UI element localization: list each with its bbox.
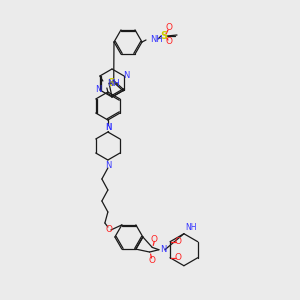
Text: N: N [105, 122, 111, 131]
Text: N: N [95, 85, 101, 94]
Text: N: N [160, 245, 166, 254]
Text: O: O [175, 237, 182, 246]
Text: NH: NH [107, 80, 120, 88]
Text: NH: NH [150, 34, 163, 43]
Text: O: O [166, 23, 172, 32]
Text: N: N [123, 71, 129, 80]
Text: O: O [105, 224, 112, 233]
Text: O: O [175, 253, 182, 262]
Text: O: O [148, 256, 155, 265]
Text: S: S [160, 31, 168, 41]
Text: S: S [107, 78, 114, 88]
Text: N: N [105, 160, 111, 169]
Text: O: O [151, 235, 158, 244]
Text: NH: NH [185, 223, 197, 232]
Text: N: N [105, 124, 111, 133]
Text: O: O [166, 38, 172, 46]
